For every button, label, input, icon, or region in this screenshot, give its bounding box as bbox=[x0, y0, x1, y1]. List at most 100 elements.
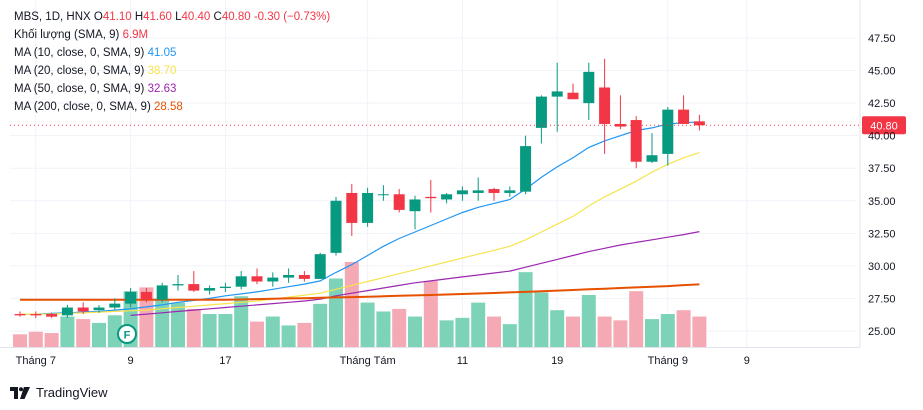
volume-bar bbox=[487, 316, 501, 347]
price-chart[interactable]: 40.80 25.00 27.50 30.00 32.50 35.00 37.50 40.0… bbox=[0, 0, 923, 372]
tradingview-logo-icon bbox=[10, 386, 30, 399]
volume-bar bbox=[423, 281, 438, 347]
time-tick-label: 9 bbox=[744, 355, 750, 367]
candle-body bbox=[614, 123, 626, 127]
volume-bar bbox=[518, 272, 533, 347]
candle-body bbox=[283, 274, 295, 278]
tradingview-brand[interactable]: TradingView bbox=[10, 385, 108, 400]
price-axis[interactable]: 25.00 27.50 30.00 32.50 35.00 37.50 40.00 42.50… bbox=[859, 0, 896, 347]
candle bbox=[314, 252, 326, 279]
price-tick-label: 25.00 bbox=[868, 326, 896, 338]
time-axis[interactable]: Tháng 7 9 17 Tháng Tám 11 19 Tháng 9 9 bbox=[0, 347, 860, 368]
price-tick-label: 37.50 bbox=[868, 163, 896, 175]
volume-bar bbox=[439, 320, 454, 347]
financials-marker-letter: F bbox=[124, 330, 131, 342]
candle-body bbox=[551, 91, 563, 97]
indicator-row-ma200[interactable]: MA (200, close, 0, SMA, 9) 28.58 bbox=[14, 98, 330, 116]
candle bbox=[504, 186, 516, 197]
moving-averages bbox=[20, 121, 700, 316]
price-tick-label: 32.50 bbox=[868, 228, 896, 240]
indicator-row-ma20[interactable]: MA (20, close, 0, SMA, 9) 38.70 bbox=[14, 62, 330, 80]
volume-bar bbox=[28, 331, 43, 347]
candle bbox=[109, 298, 121, 311]
candle bbox=[46, 312, 58, 318]
volume-bar bbox=[692, 316, 707, 347]
volume-bar bbox=[344, 262, 359, 347]
last-price-badge[interactable] bbox=[862, 116, 906, 135]
volume-bar bbox=[155, 298, 170, 347]
candle bbox=[567, 83, 579, 100]
volume-bar bbox=[550, 310, 565, 347]
volume-bar bbox=[234, 296, 249, 347]
chart-legend: MBS, 1D, HNX O41.10 H41.60 L40.40 C40.80… bbox=[14, 8, 330, 116]
candle bbox=[188, 271, 200, 292]
candle bbox=[298, 271, 310, 282]
time-tick-label: 11 bbox=[457, 355, 468, 367]
price-tick-label: 42.50 bbox=[868, 98, 896, 110]
candle-body bbox=[14, 314, 26, 316]
volume-bar bbox=[392, 308, 407, 347]
candle bbox=[678, 95, 690, 124]
time-tick-label: 19 bbox=[551, 355, 563, 367]
open-value: 41.10 bbox=[102, 11, 132, 23]
high-value: 41.60 bbox=[143, 11, 172, 23]
volume-bar bbox=[360, 302, 375, 347]
price-tick-label: 27.50 bbox=[868, 293, 896, 305]
candle-body bbox=[377, 194, 389, 196]
close-key: C bbox=[213, 11, 222, 23]
candle bbox=[409, 195, 421, 230]
candle bbox=[377, 185, 389, 201]
financials-marker-circle[interactable] bbox=[117, 324, 137, 344]
volume-bar bbox=[297, 322, 312, 347]
candle-body bbox=[61, 307, 73, 316]
close-value: 40.80 bbox=[221, 11, 251, 23]
candle-body bbox=[504, 190, 516, 193]
indicator-label: MA (200, close, 0, SMA, 9) bbox=[14, 101, 151, 113]
volume-bar bbox=[186, 308, 201, 347]
indicator-value: 32.63 bbox=[147, 83, 177, 95]
indicator-value: 41.05 bbox=[147, 47, 177, 59]
price-tick-label: 45.00 bbox=[868, 66, 896, 78]
indicator-label: Khối lượng (SMA, 9) bbox=[14, 29, 120, 41]
volume-bar bbox=[502, 324, 517, 347]
indicator-row-ma50[interactable]: MA (50, close, 0, SMA, 9) 32.63 bbox=[14, 80, 330, 98]
candle bbox=[140, 288, 152, 303]
price-tick-label: 30.00 bbox=[868, 261, 896, 273]
candle-body bbox=[678, 109, 690, 124]
low-key: L bbox=[175, 11, 182, 23]
candle-body bbox=[204, 288, 216, 291]
time-tick-label: Tháng Tám bbox=[340, 355, 396, 367]
indicator-label: MA (10, close, 0, SMA, 9) bbox=[14, 47, 145, 59]
candle-body bbox=[140, 291, 152, 300]
candle-body bbox=[472, 190, 484, 193]
ma-line bbox=[20, 121, 700, 315]
indicator-row-ma10[interactable]: MA (10, close, 0, SMA, 9) 41.05 bbox=[14, 44, 330, 62]
volume-bar bbox=[534, 292, 549, 347]
change-value: -0.30 (−0.73%) bbox=[253, 11, 331, 23]
candle-body bbox=[330, 200, 342, 253]
candle bbox=[520, 135, 532, 195]
candle bbox=[267, 272, 279, 287]
candle bbox=[283, 268, 295, 283]
candle bbox=[362, 187, 374, 227]
candle bbox=[330, 196, 342, 256]
candle bbox=[583, 62, 595, 121]
low-value: 40.40 bbox=[181, 11, 211, 23]
candle bbox=[61, 304, 73, 318]
candle-body bbox=[267, 277, 279, 282]
candle bbox=[425, 179, 437, 213]
candle-body bbox=[535, 96, 547, 128]
financials-marker[interactable]: F bbox=[117, 324, 137, 344]
candle bbox=[456, 186, 468, 201]
candle bbox=[77, 302, 89, 315]
symbol-label[interactable]: MBS, 1D, HNX bbox=[14, 11, 91, 23]
candles bbox=[14, 58, 705, 318]
candle-body bbox=[456, 190, 468, 195]
indicator-row-volume[interactable]: Khối lượng (SMA, 9) 6.9M bbox=[14, 26, 330, 44]
candle bbox=[693, 114, 705, 131]
candle-body bbox=[583, 71, 595, 104]
volume-bar bbox=[76, 319, 91, 347]
brand-name: TradingView bbox=[36, 385, 108, 400]
candle bbox=[662, 107, 674, 166]
